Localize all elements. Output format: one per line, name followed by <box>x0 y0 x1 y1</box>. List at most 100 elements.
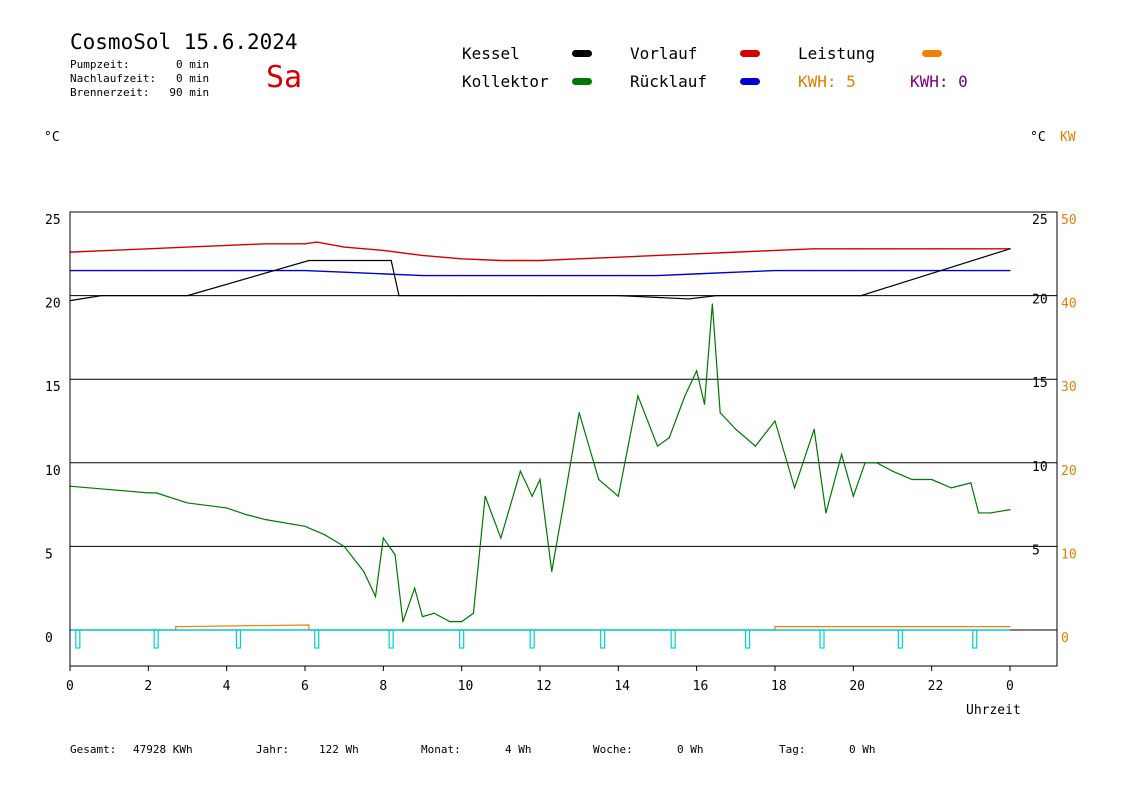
series-point <box>147 248 149 250</box>
series-point <box>852 269 854 272</box>
legend-vorlauf-swatch <box>740 50 760 57</box>
pump-pulse <box>972 629 978 649</box>
series-point <box>617 495 619 497</box>
series-point <box>696 253 698 255</box>
series-point <box>155 492 157 494</box>
series-point <box>374 595 377 598</box>
y-left-tick-label: 15 <box>45 380 61 395</box>
pump-pulse <box>314 629 320 649</box>
legend-leistung: Leistung <box>798 44 876 63</box>
series-point <box>825 512 827 514</box>
series-point <box>1009 248 1011 250</box>
series-point <box>617 256 619 258</box>
pump-pulse <box>529 629 535 649</box>
series-point <box>363 570 365 573</box>
series-point <box>703 403 706 405</box>
series-point <box>323 534 326 536</box>
series-point <box>108 249 110 252</box>
x-axis-label: Uhrzeit <box>966 703 1021 718</box>
series-point <box>226 244 228 247</box>
x-tick-label: 8 <box>379 679 387 694</box>
y-left-tick-label: 20 <box>45 297 61 312</box>
chart-series <box>69 241 1011 631</box>
series-point <box>891 269 894 272</box>
series-point <box>382 249 384 252</box>
legend-kessel-swatch <box>572 50 592 57</box>
series-point <box>304 269 306 272</box>
series-point <box>312 259 314 262</box>
pump-pulse <box>670 629 676 649</box>
y-left-tick-label: 0 <box>45 631 53 646</box>
series-point <box>500 259 502 262</box>
footer-woche-value: 0 Wh <box>677 743 704 756</box>
series-point <box>421 254 424 257</box>
legend-kwh-purple: KWH: 0 <box>910 72 968 91</box>
series-point <box>343 271 345 273</box>
series-point <box>891 470 894 472</box>
series-point <box>394 554 396 556</box>
series-point <box>343 246 345 248</box>
brennerzeit-text: Brennerzeit: 90 min <box>70 86 210 99</box>
series-point <box>852 248 854 250</box>
x-tick-label: 2 <box>144 679 152 694</box>
weekday-label: Sa <box>266 60 303 95</box>
kw-unit-label: KW <box>1060 130 1076 145</box>
pump-pulse <box>235 629 242 649</box>
series-point <box>186 502 189 504</box>
series-point <box>382 537 384 539</box>
series-point <box>186 246 189 248</box>
series-point <box>852 495 854 497</box>
series-point <box>711 303 713 305</box>
series-point <box>539 274 541 277</box>
series-point <box>813 428 815 430</box>
series-point <box>108 488 110 491</box>
series-point <box>562 504 565 506</box>
y-kw-tick-label: 30 <box>1061 380 1077 395</box>
series-point <box>754 445 757 447</box>
series-point <box>876 462 878 464</box>
series-point <box>696 273 698 275</box>
x-tick-label: 20 <box>849 679 865 694</box>
pump-pulses <box>70 629 1010 649</box>
y-kw-tick-label: 50 <box>1061 213 1077 228</box>
x-tick-label: 12 <box>536 679 552 694</box>
footer-monat-label: Monat: <box>421 743 461 756</box>
series-point <box>637 395 639 397</box>
legend-kessel: Kessel <box>462 44 520 63</box>
series-point <box>617 274 619 277</box>
series-point <box>461 621 463 623</box>
series-point <box>950 487 952 489</box>
chart-grid <box>70 295 1057 631</box>
series-point <box>793 487 796 489</box>
series-point <box>147 269 149 272</box>
series-point <box>1009 509 1011 511</box>
pump-pulse <box>388 629 394 649</box>
x-tick-label: 16 <box>693 679 709 694</box>
pump-pulse <box>153 629 159 649</box>
chart-axes: 0 5 10 15 20 25 5 10 15 20 25 0 10 20 30 40 50 0 2 4 6 8 10 12 1… <box>45 213 1077 694</box>
pump-pulse <box>744 629 751 649</box>
series-point <box>864 462 866 464</box>
series-point <box>617 295 619 297</box>
pumpzeit-text: Pumpzeit: 0 min <box>70 58 210 71</box>
series-point <box>147 492 149 494</box>
y-right-tick-label: 10 <box>1032 460 1048 475</box>
y-right-tick-label: 25 <box>1032 213 1048 228</box>
series-point <box>531 495 533 497</box>
series-point <box>931 478 933 481</box>
legend-vorlauf: Vorlauf <box>630 44 698 63</box>
y-left-tick-label: 25 <box>45 213 61 228</box>
series-point <box>688 298 690 300</box>
series-point <box>382 273 384 275</box>
series-point <box>414 587 416 589</box>
footer-tag-label: Tag: <box>779 743 806 756</box>
footer-monat-value: 4 Wh <box>505 743 532 756</box>
pump-pulse <box>459 629 465 649</box>
series-point <box>226 507 228 509</box>
x-tick-label: 18 <box>771 679 787 694</box>
series-point <box>245 514 247 516</box>
legend-kollektor: Kollektor <box>462 72 549 91</box>
series-point <box>970 482 972 484</box>
series-line-leistung <box>70 624 1010 631</box>
series-line-ruecklauf <box>70 269 1010 277</box>
